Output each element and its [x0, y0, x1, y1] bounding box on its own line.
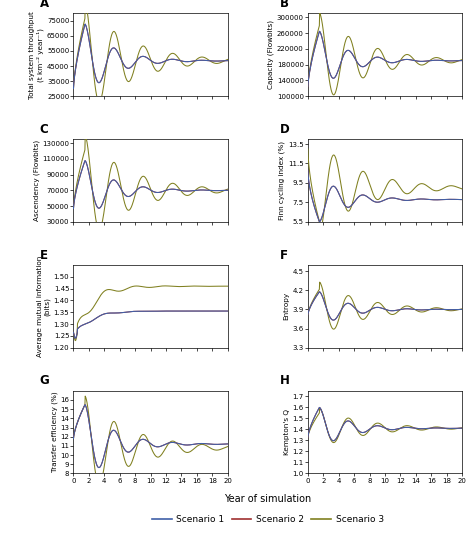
Y-axis label: Total system throughput
(t km⁻² year⁻¹): Total system throughput (t km⁻² year⁻¹)	[29, 11, 44, 98]
Text: A: A	[39, 0, 49, 10]
Y-axis label: Finn cycling index (%): Finn cycling index (%)	[279, 141, 285, 220]
Text: D: D	[280, 123, 290, 136]
Y-axis label: Transfer efficiency (%): Transfer efficiency (%)	[51, 392, 57, 472]
Y-axis label: Kempton's Q: Kempton's Q	[284, 409, 290, 455]
Y-axis label: Capacity (Flowbits): Capacity (Flowbits)	[267, 20, 274, 89]
Text: C: C	[39, 123, 48, 136]
Text: B: B	[280, 0, 289, 10]
Text: H: H	[280, 374, 290, 387]
Text: Year of simulation: Year of simulation	[224, 494, 311, 504]
Y-axis label: Ascendency (Flowbits): Ascendency (Flowbits)	[33, 140, 39, 221]
Y-axis label: Average mutual information
(bits): Average mutual information (bits)	[37, 256, 51, 357]
Text: F: F	[280, 249, 288, 262]
Text: E: E	[39, 249, 47, 262]
Text: G: G	[39, 374, 49, 387]
Y-axis label: Entropy: Entropy	[284, 292, 290, 320]
Legend: Scenario 1, Scenario 2, Scenario 3: Scenario 1, Scenario 2, Scenario 3	[148, 511, 387, 528]
